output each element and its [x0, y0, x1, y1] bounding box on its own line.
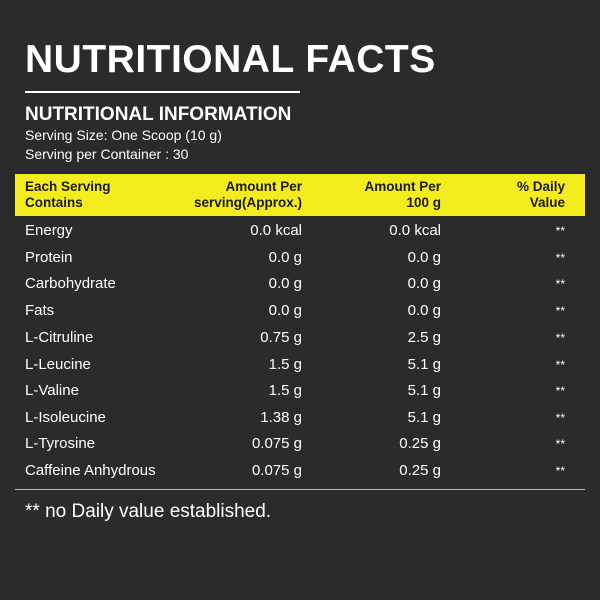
daily-value: **: [555, 277, 565, 291]
amount-per-100g: 0.0 g: [407, 275, 441, 292]
amount-per-serving: 0.75 g: [260, 329, 302, 346]
nutrient-name: Energy: [25, 222, 73, 239]
daily-value: **: [555, 437, 565, 451]
amount-per-100g: 5.1 g: [407, 409, 441, 426]
amount-per-100g: 2.5 g: [407, 329, 441, 346]
daily-value: **: [555, 411, 565, 425]
daily-value: **: [555, 304, 565, 318]
table-row: L-Citruline 0.75 g 2.5 g **: [15, 326, 585, 350]
amount-per-serving: 1.5 g: [268, 356, 302, 373]
nutrient-name: L-Isoleucine: [25, 409, 106, 426]
footnote: ** no Daily value established.: [25, 501, 272, 522]
nutrient-name: L-Citruline: [25, 329, 94, 346]
amount-per-100g: 0.25 g: [399, 462, 441, 479]
table-row: L-Isoleucine 1.38 g 5.1 g **: [15, 406, 585, 430]
amount-per-100g: 5.1 g: [407, 382, 441, 399]
table-row: Energy 0.0 kcal 0.0 kcal **: [15, 219, 585, 243]
table-row: Fats 0.0 g 0.0 g **: [15, 299, 585, 323]
amount-per-serving: 0.0 g: [268, 275, 302, 292]
amount-per-100g: 0.0 kcal: [389, 222, 441, 239]
table-row: Protein 0.0 g 0.0 g **: [15, 246, 585, 270]
amount-per-serving: 1.5 g: [268, 382, 302, 399]
table-row: L-Leucine 1.5 g 5.1 g **: [15, 353, 585, 377]
amount-per-100g: 0.0 g: [407, 302, 441, 319]
amount-per-serving: 0.0 g: [268, 302, 302, 319]
amount-per-serving: 0.075 g: [251, 435, 302, 452]
title-underline: [25, 91, 300, 93]
amount-per-100g: 0.0 g: [407, 249, 441, 266]
nutrient-name: Protein: [25, 249, 73, 266]
nutrient-name: L-Valine: [25, 382, 79, 399]
daily-value: **: [555, 384, 565, 398]
table-row: Caffeine Anhydrous 0.075 g 0.25 g **: [15, 459, 585, 483]
nutrient-name: L-Leucine: [25, 356, 91, 373]
nutrient-name: Carbohydrate: [25, 275, 116, 292]
table-row: L-Valine 1.5 g 5.1 g **: [15, 379, 585, 403]
table-bottom-divider: [15, 489, 585, 490]
header-each-serving: Each Serving Contains: [25, 179, 111, 210]
servings-per-container: Serving per Container : 30: [25, 146, 189, 162]
daily-value: **: [555, 358, 565, 372]
nutrient-name: L-Tyrosine: [25, 435, 96, 452]
table-row: L-Tyrosine 0.075 g 0.25 g **: [15, 432, 585, 456]
nutrient-name: Caffeine Anhydrous: [25, 462, 156, 479]
daily-value: **: [555, 464, 565, 478]
daily-value: **: [555, 251, 565, 265]
table-row: Carbohydrate 0.0 g 0.0 g **: [15, 272, 585, 296]
table-header: Each Serving Contains Amount Per serving…: [15, 174, 585, 216]
section-heading: NUTRITIONAL INFORMATION: [25, 104, 292, 125]
header-daily-value: % Daily Value: [516, 179, 565, 210]
amount-per-serving: 0.0 g: [268, 249, 302, 266]
serving-size: Serving Size: One Scoop (10 g): [25, 127, 222, 143]
amount-per-serving: 0.075 g: [251, 462, 302, 479]
amount-per-100g: 0.25 g: [399, 435, 441, 452]
header-amount-per-100g: Amount Per 100 g: [364, 179, 441, 210]
header-amount-per-serving: Amount Per serving(Approx.): [193, 179, 302, 210]
amount-per-serving: 1.38 g: [260, 409, 302, 426]
page-title: NUTRITIONAL FACTS: [25, 38, 436, 81]
amount-per-serving: 0.0 kcal: [250, 222, 302, 239]
daily-value: **: [555, 331, 565, 345]
daily-value: **: [555, 224, 565, 238]
nutrient-name: Fats: [25, 302, 55, 319]
amount-per-100g: 5.1 g: [407, 356, 441, 373]
